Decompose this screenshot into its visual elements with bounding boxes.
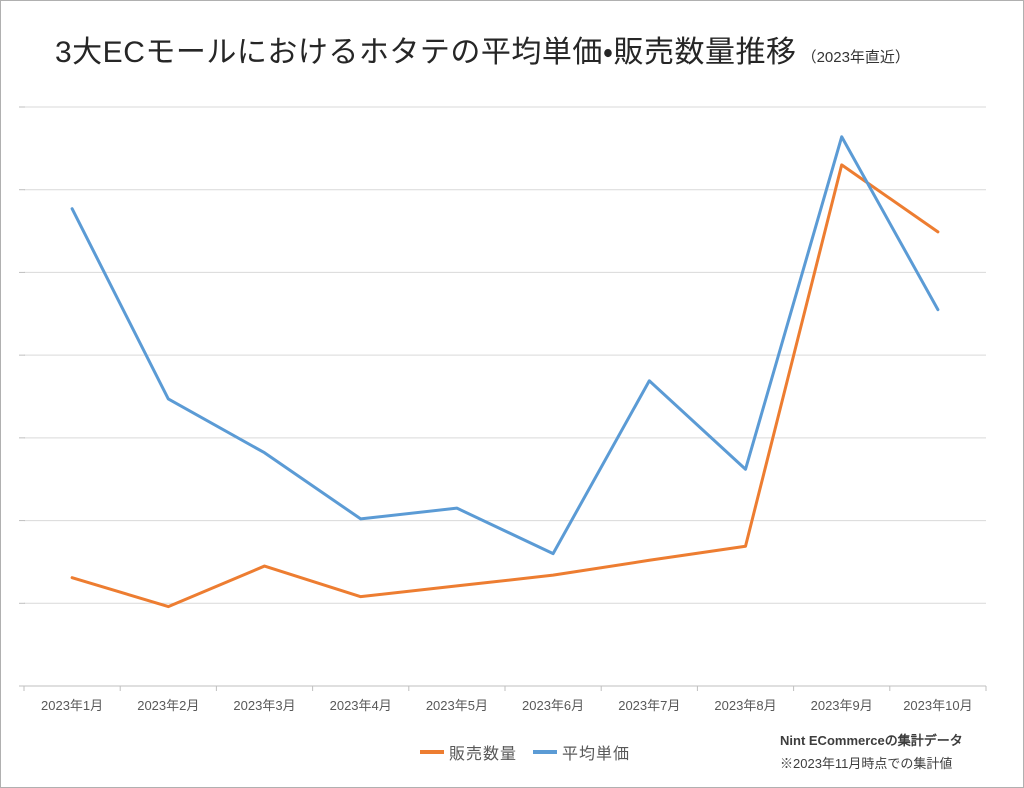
series-line-average-price: [70, 135, 940, 556]
x-axis-label: 2023年4月: [329, 698, 392, 713]
x-axis-label: 2023年8月: [714, 698, 777, 713]
x-axis-label: 2023年2月: [137, 698, 200, 713]
source-line-1: Nint ECommerceの集計データ: [780, 733, 963, 748]
x-axis-label: 2023年7月: [618, 698, 681, 713]
legend-line-swatch: [419, 750, 444, 754]
legend-item-sales-volume: 販売数量: [419, 740, 517, 764]
chart-title: 3大ECモールにおけるホタテの平均単価・販売数量推移: [55, 36, 797, 69]
x-axis-label: 2023年9月: [810, 698, 873, 713]
x-axis-label: 2023年5月: [425, 698, 488, 713]
x-axis-label: 2023年1月: [41, 698, 104, 713]
series-line-sales-volume: [70, 163, 940, 609]
chart-legend: 販売数量 平均単価: [27, 740, 1023, 764]
x-axis-label: 2023年10月: [903, 698, 973, 713]
legend-item-average-price: 平均単価: [533, 740, 630, 764]
chart-title-note: （2023年直近）: [801, 49, 910, 66]
x-axis-label: 2023年6月: [522, 698, 585, 713]
legend-label: 平均単価: [562, 746, 631, 763]
legend-label: 販売数量: [448, 746, 517, 763]
chart-title-row: 3大ECモールにおけるホタテの平均単価・販売数量推移 （2023年直近）: [55, 27, 910, 71]
x-axis-label: 2023年3月: [233, 698, 296, 713]
source-line-2: ※2023年11月時点での集計値: [780, 756, 953, 771]
source-note: Nint ECommerceの集計データ ※2023年11月時点での集計値: [780, 729, 963, 775]
legend-line-swatch: [533, 750, 557, 754]
